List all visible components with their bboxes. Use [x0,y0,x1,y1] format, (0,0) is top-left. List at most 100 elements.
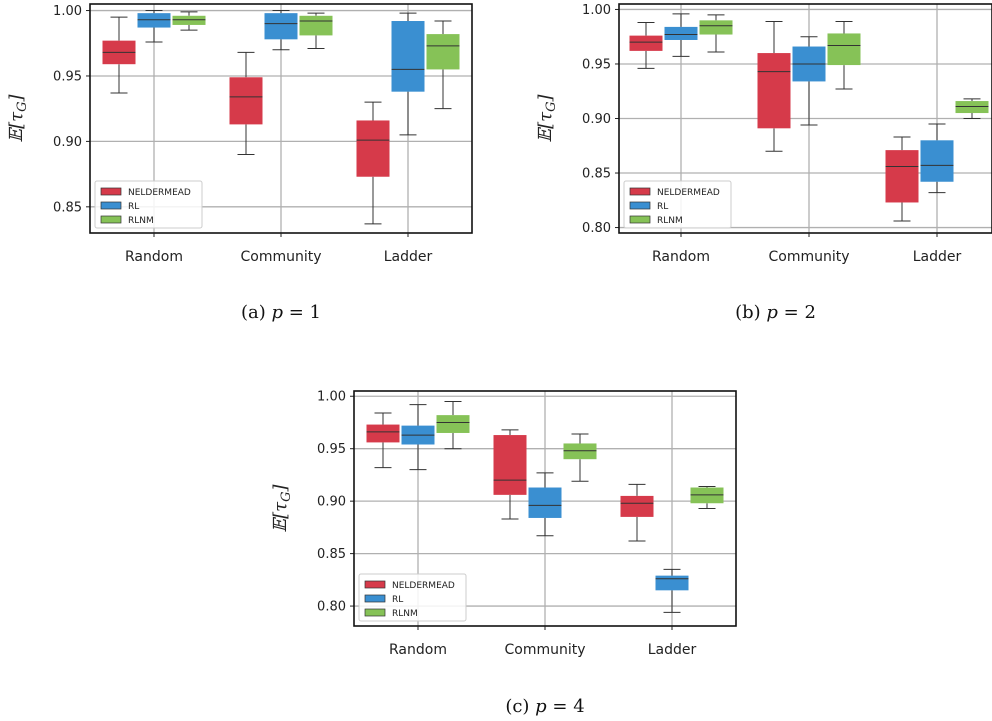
box-rlnm-random [699,14,733,53]
caption-var: p [766,302,778,323]
ytick-label: 0.95 [53,69,82,84]
plot-area [366,400,724,613]
legend-swatch-neldermead [100,187,122,196]
legend-label-neldermead: NELDERMEAD [128,188,191,198]
ytick-label: 0.90 [582,112,611,127]
axes-frame [618,3,992,234]
ylabel-main: 𝔼[τ [535,111,556,143]
xtick-label: Random [125,249,183,265]
box-body [757,53,791,129]
ylabel-close: ] [6,93,27,102]
box-body [699,20,733,35]
panel-caption: (a) p = 1 [241,302,321,323]
box-body [655,575,689,591]
box-body [426,34,460,70]
ylabel-close: ] [270,483,291,492]
xtick-label: Ladder [384,249,433,265]
box-body [264,13,298,40]
box-neldermead-community [493,429,527,520]
legend-frame [94,180,203,229]
box-body [356,120,390,177]
xtick-label: Random [389,642,447,658]
box-body [827,33,861,66]
panel-b: 0.80 0.85 0.90 0.95 1.00 Random Community Ladde… [535,3,992,323]
ytick-label: 1.00 [582,3,611,18]
box-body [885,150,919,203]
legend-label-neldermead: NELDERMEAD [657,188,720,198]
legend-swatch-rl [364,594,386,603]
legend-frame [623,180,732,229]
ytick-label: 0.80 [317,600,346,615]
xtick-label: Community [240,249,321,265]
ytick-label: 0.85 [582,167,611,182]
caption-var: p [271,302,283,323]
y-axis-label: 𝔼[τG] [535,93,559,142]
legend-swatch-rl [100,201,122,210]
legend-swatch-rlnm [364,608,386,617]
box-rl-ladder [920,123,954,194]
box-body [137,13,171,28]
legend-label-rlnm: RLNM [128,216,154,226]
caption-value: = 1 [283,302,321,323]
ytick-label: 1.00 [53,4,82,19]
box-rl-community [792,36,826,126]
ylabel-main: 𝔼[τ [270,501,291,533]
ylabel-close: ] [535,93,556,102]
box-body [391,21,425,92]
box-rl-ladder [391,12,425,136]
legend-label-rlnm: RLNM [392,609,418,619]
box-rl-random [137,10,171,43]
caption-var: p [535,696,547,717]
box-neldermead-community [229,51,263,155]
box-rlnm-ladder [955,98,989,119]
caption-value: = 2 [778,302,816,323]
box-rlnm-random [172,11,206,31]
box-neldermead-community [757,20,791,152]
legend-swatch-rlnm [629,215,651,224]
box-body [664,26,698,40]
y-axis-label: 𝔼[τG] [6,93,30,142]
ytick-label: 0.95 [317,442,346,457]
ylabel-sub: G [15,101,30,111]
legend-swatch-neldermead [364,580,386,589]
box-neldermead-ladder [356,101,390,225]
caption-prefix: (b) [735,302,766,323]
legend-swatch-rlnm [100,215,122,224]
ytick-label: 1.00 [317,390,346,405]
box-neldermead-ladder [620,483,654,542]
box-body [172,15,206,25]
box-body [229,77,263,125]
box-rlnm-random [436,400,470,450]
box-rlnm-ladder [690,485,724,509]
ylabel-main: 𝔼[τ [6,111,27,143]
y-axis-label: 𝔼[τG] [270,483,294,532]
box-rlnm-community [827,20,861,90]
box-body [690,487,724,504]
box-body [563,443,597,460]
box-rlnm-community [299,12,333,49]
box-rlnm-ladder [426,20,460,110]
box-body [629,35,663,51]
box-rl-random [664,13,698,57]
panel-caption: (b) p = 2 [735,302,816,323]
panel-caption: (c) p = 4 [505,696,584,717]
caption-prefix: (c) [505,696,535,717]
legend: NELDERMEAD RL RLNM [623,180,732,229]
box-neldermead-ladder [885,136,919,222]
legend-label-rl: RL [392,595,403,605]
box-body [920,140,954,182]
box-rlnm-community [563,433,597,482]
legend-label-rl: RL [657,202,668,212]
ytick-label: 0.90 [317,495,346,510]
ytick-label: 0.85 [317,547,346,562]
legend: NELDERMEAD RL RLNM [358,573,467,622]
plot-area [629,13,989,222]
ylabel-sub: G [279,491,294,501]
box-rl-random [401,404,435,471]
box-neldermead-random [629,22,663,69]
box-body [528,487,562,518]
xtick-label: Ladder [648,642,697,658]
box-body [955,101,989,114]
ytick-label: 0.80 [582,221,611,236]
